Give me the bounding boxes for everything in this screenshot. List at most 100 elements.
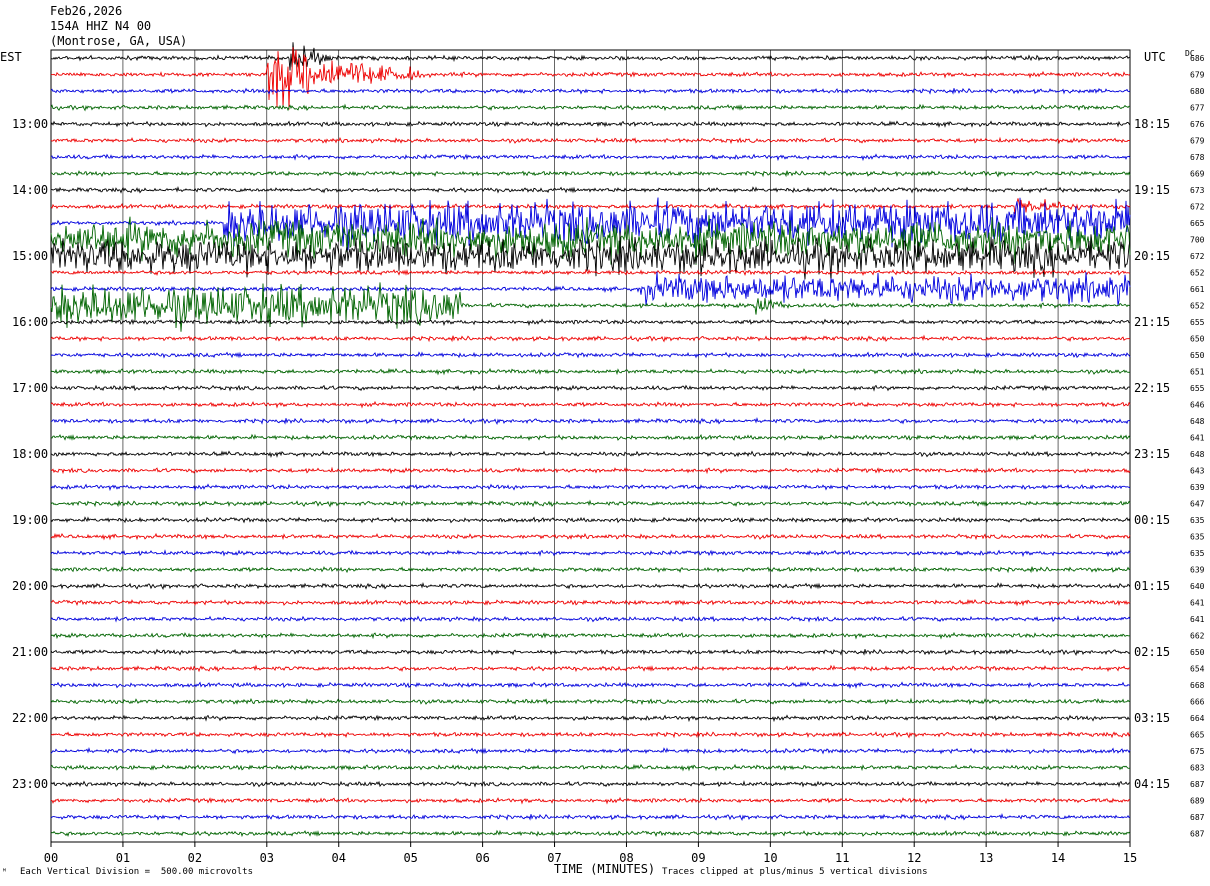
dc-offset-label: 672 bbox=[1190, 252, 1205, 261]
dc-offset-label: 680 bbox=[1190, 87, 1205, 96]
left-hour-label: 18:00 bbox=[12, 447, 48, 461]
trace-row-13 bbox=[50, 268, 1131, 277]
dc-offset-label: 646 bbox=[1190, 401, 1205, 410]
trace-row-4 bbox=[50, 120, 1131, 129]
x-tick-label: 10 bbox=[763, 851, 777, 865]
dc-offset-label: 666 bbox=[1190, 698, 1205, 707]
trace-row-25 bbox=[50, 466, 1131, 475]
trace-row-31 bbox=[50, 566, 1131, 574]
trace-row-23 bbox=[50, 433, 1131, 441]
right-hour-label: 01:15 bbox=[1134, 579, 1170, 593]
trace-row-12 bbox=[50, 231, 1131, 281]
dc-offset-label: 687 bbox=[1190, 830, 1205, 839]
trace-row-15 bbox=[50, 282, 1131, 332]
right-hour-label: 18:15 bbox=[1134, 117, 1170, 131]
right-hour-label: 22:15 bbox=[1134, 381, 1170, 395]
dc-offset-label: 654 bbox=[1190, 665, 1205, 674]
trace-row-3 bbox=[50, 103, 1131, 112]
x-tick-label: 03 bbox=[260, 851, 274, 865]
trace-row-14 bbox=[50, 271, 1131, 306]
x-tick-label: 14 bbox=[1051, 851, 1065, 865]
dc-offset-label: 664 bbox=[1190, 714, 1205, 723]
trace-row-38 bbox=[50, 681, 1131, 690]
right-hour-label: 20:15 bbox=[1134, 249, 1170, 263]
trace-row-8 bbox=[50, 185, 1131, 194]
dc-offset-label: 650 bbox=[1190, 648, 1205, 657]
trace-row-42 bbox=[50, 746, 1131, 755]
dc-offset-label: 639 bbox=[1190, 483, 1205, 492]
dc-offset-label: 648 bbox=[1190, 417, 1205, 426]
chart-station: 154A HHZ N4 00 bbox=[50, 19, 152, 33]
x-tick-label: 02 bbox=[188, 851, 202, 865]
trace-row-33 bbox=[50, 598, 1131, 607]
dc-offset-label: 643 bbox=[1190, 467, 1205, 476]
left-timezone-label: EST bbox=[0, 50, 22, 64]
trace-row-5 bbox=[50, 136, 1131, 145]
left-hour-label: 14:00 bbox=[12, 183, 48, 197]
trace-row-10 bbox=[50, 197, 1131, 251]
right-hour-label: 21:15 bbox=[1134, 315, 1170, 329]
dc-offset-label: 641 bbox=[1190, 599, 1205, 608]
dc-offset-label: 650 bbox=[1190, 335, 1205, 344]
dc-offset-label: 700 bbox=[1190, 236, 1205, 245]
trace-row-6 bbox=[50, 153, 1131, 162]
trace-row-29 bbox=[50, 532, 1131, 541]
dc-offset-label: 672 bbox=[1190, 203, 1205, 212]
dc-offset-label: 687 bbox=[1190, 813, 1205, 822]
dc-offset-label: 689 bbox=[1190, 797, 1205, 806]
chart-location: (Montrose, GA, USA) bbox=[50, 34, 188, 48]
trace-row-32 bbox=[50, 581, 1131, 591]
trace-row-39 bbox=[50, 697, 1131, 706]
trace-row-36 bbox=[50, 648, 1131, 657]
x-tick-label: 04 bbox=[332, 851, 346, 865]
x-tick-label: 07 bbox=[547, 851, 561, 865]
x-tick-label: 12 bbox=[907, 851, 921, 865]
dc-header-label: DC bbox=[1185, 49, 1195, 58]
plot-frame bbox=[50, 49, 1131, 843]
left-hour-label: 20:00 bbox=[12, 579, 48, 593]
trace-row-47 bbox=[50, 829, 1131, 838]
trace-row-7 bbox=[50, 170, 1131, 178]
dc-offset-label: 662 bbox=[1190, 632, 1205, 641]
dc-offset-label: 661 bbox=[1190, 285, 1205, 294]
trace-row-37 bbox=[50, 664, 1131, 673]
trace-row-28 bbox=[50, 516, 1131, 524]
trace-row-18 bbox=[50, 351, 1131, 359]
trace-row-43 bbox=[50, 763, 1131, 772]
right-timezone-label: UTC bbox=[1144, 50, 1166, 64]
dc-offset-label: 675 bbox=[1190, 747, 1205, 756]
trace-row-2 bbox=[50, 87, 1131, 95]
dc-offset-label: 673 bbox=[1190, 186, 1205, 195]
trace-row-22 bbox=[50, 416, 1131, 426]
dc-offset-label: 676 bbox=[1190, 120, 1205, 129]
trace-row-21 bbox=[50, 400, 1131, 409]
trace-row-34 bbox=[50, 615, 1131, 623]
corner-mark: ᴹ bbox=[2, 867, 7, 876]
dc-offset-label: 641 bbox=[1190, 434, 1205, 443]
dc-offset-label: 635 bbox=[1190, 549, 1205, 558]
right-hour-label: 19:15 bbox=[1134, 183, 1170, 197]
dc-offset-label: 655 bbox=[1190, 384, 1205, 393]
x-tick-label: 13 bbox=[979, 851, 993, 865]
dc-offset-label: 651 bbox=[1190, 368, 1205, 377]
x-tick-label: 01 bbox=[116, 851, 130, 865]
dc-offset-label: 669 bbox=[1190, 170, 1205, 179]
x-tick-label: 11 bbox=[835, 851, 849, 865]
dc-offset-label: 665 bbox=[1190, 219, 1205, 228]
trace-row-0 bbox=[50, 42, 1131, 71]
dc-offset-label: 641 bbox=[1190, 615, 1205, 624]
dc-offset-label: 652 bbox=[1190, 269, 1205, 278]
left-hour-label: 16:00 bbox=[12, 315, 48, 329]
trace-row-27 bbox=[50, 499, 1131, 508]
trace-row-41 bbox=[50, 731, 1131, 739]
x-tick-label: 08 bbox=[619, 851, 633, 865]
right-hour-label: 03:15 bbox=[1134, 711, 1170, 725]
left-hour-label: 19:00 bbox=[12, 513, 48, 527]
trace-row-19 bbox=[50, 367, 1131, 376]
dc-offset-label: 665 bbox=[1190, 731, 1205, 740]
dc-offset-label: 668 bbox=[1190, 681, 1205, 690]
right-hour-label: 00:15 bbox=[1134, 513, 1170, 527]
left-hour-label: 22:00 bbox=[12, 711, 48, 725]
dc-offset-label: 652 bbox=[1190, 302, 1205, 311]
